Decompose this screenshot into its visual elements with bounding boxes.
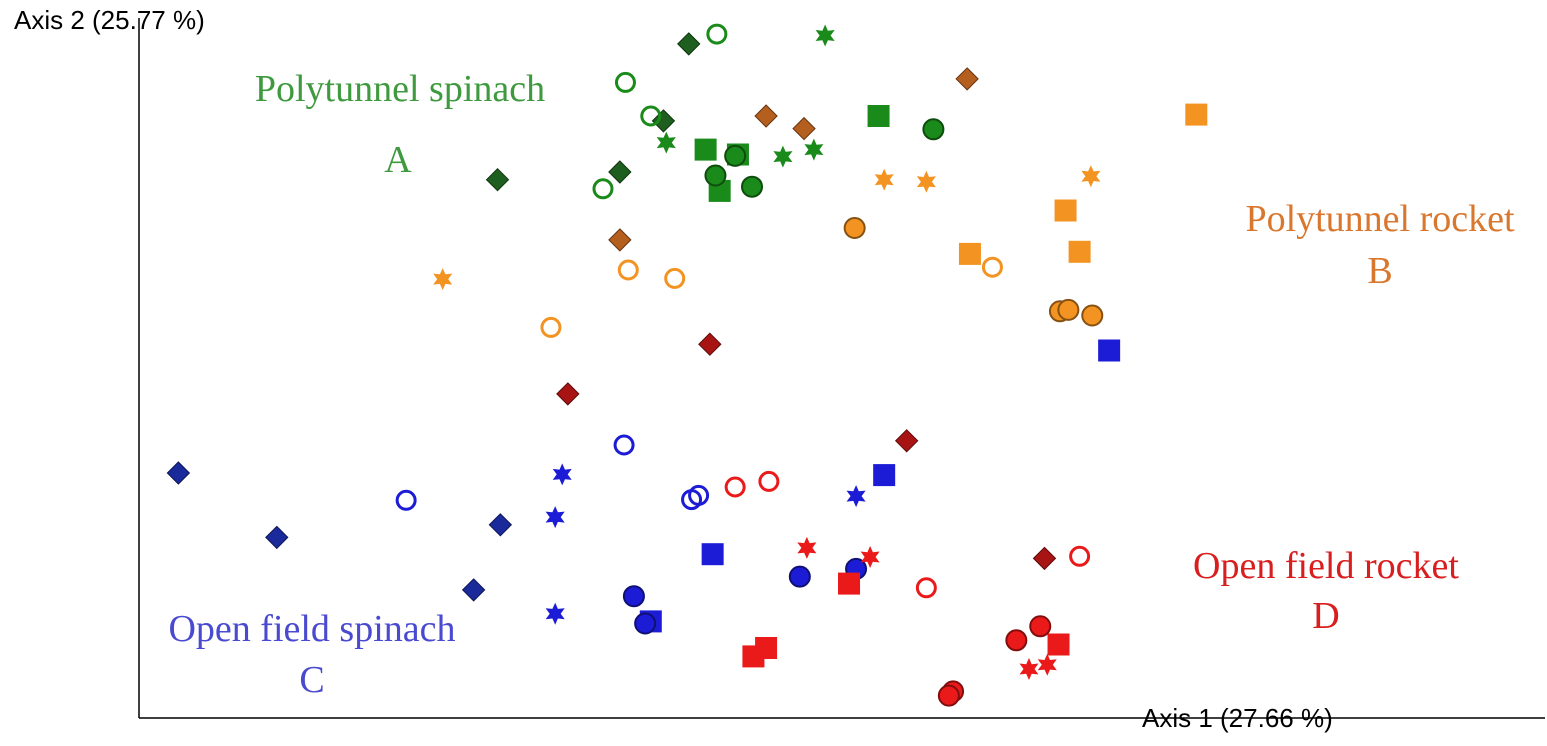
data-point-blue-ring bbox=[395, 489, 417, 511]
data-point-brown-diamond bbox=[955, 67, 979, 91]
group-label-c: Open field spinach C bbox=[168, 608, 455, 701]
x-axis-title: Axis 1 (27.66 %) bbox=[1142, 703, 1333, 733]
data-point-darkred-diamond bbox=[698, 332, 722, 356]
data-point-blue-square bbox=[701, 543, 724, 566]
data-point-red-star bbox=[1037, 653, 1057, 676]
data-point-green-ring bbox=[614, 71, 636, 93]
data-point-blue-square bbox=[1098, 339, 1121, 362]
data-point-darkred-diamond bbox=[894, 429, 919, 453]
group-label-letter: C bbox=[299, 659, 324, 701]
data-point-blue-circle bbox=[634, 612, 657, 635]
data-point-green-star bbox=[815, 24, 835, 47]
data-point-orange-square bbox=[958, 242, 981, 265]
data-point-green-ring bbox=[706, 23, 728, 45]
data-point-green-diamond bbox=[651, 109, 676, 133]
data-point-orange-star bbox=[874, 168, 894, 191]
data-point-green-diamond bbox=[485, 167, 510, 192]
data-point-green-star bbox=[804, 138, 824, 161]
data-point-red-star bbox=[1019, 658, 1039, 680]
data-point-orange-star bbox=[1081, 165, 1101, 188]
group-label-name: Polytunnel spinach bbox=[255, 68, 545, 110]
data-point-blue-star bbox=[846, 485, 866, 508]
data-point-green-star bbox=[773, 145, 793, 168]
data-point-orange-ring bbox=[664, 267, 686, 289]
data-point-darkblue-diamond bbox=[265, 525, 289, 550]
data-point-red-circle bbox=[937, 684, 960, 707]
data-point-blue-square bbox=[873, 464, 896, 487]
data-point-red-square bbox=[742, 645, 765, 668]
data-point-orange-square bbox=[1054, 199, 1077, 222]
data-point-orange-ring bbox=[981, 256, 1003, 278]
data-point-orange-star bbox=[916, 170, 936, 193]
group-label-letter: B bbox=[1367, 250, 1392, 292]
data-point-red-star bbox=[860, 546, 880, 568]
data-points bbox=[166, 23, 1208, 707]
data-point-red-ring bbox=[724, 476, 746, 498]
data-point-blue-ring bbox=[613, 434, 635, 456]
data-point-red-square bbox=[838, 572, 861, 595]
data-point-darkblue-diamond bbox=[166, 461, 191, 485]
data-point-orange-square bbox=[1185, 103, 1208, 126]
data-point-darkred-diamond bbox=[1032, 546, 1057, 571]
data-point-green-diamond bbox=[677, 32, 701, 56]
data-point-green-ring bbox=[592, 178, 614, 200]
data-point-green-diamond bbox=[608, 160, 632, 184]
data-point-orange-ring bbox=[617, 259, 639, 281]
data-point-red-ring bbox=[915, 577, 937, 599]
data-point-orange-star bbox=[433, 268, 453, 291]
data-point-orange-ring bbox=[540, 316, 562, 338]
group-label-a: Polytunnel spinach A bbox=[255, 68, 545, 181]
data-point-orange-circle bbox=[1057, 298, 1080, 321]
data-point-green-circle bbox=[704, 164, 727, 187]
data-point-green-circle bbox=[741, 175, 764, 198]
data-point-red-circle bbox=[1005, 629, 1028, 652]
y-axis-title: Axis 2 (25.77 %) bbox=[14, 5, 205, 35]
data-point-green-ring bbox=[640, 105, 662, 127]
data-point-blue-circle bbox=[622, 585, 645, 608]
group-label-name: Open field rocket bbox=[1193, 545, 1459, 587]
data-point-orange-circle bbox=[843, 217, 866, 239]
data-point-green-circle bbox=[922, 118, 945, 141]
group-label-d: Open field rocket D bbox=[1193, 545, 1459, 637]
group-label-letter: A bbox=[384, 139, 412, 181]
data-point-green-square bbox=[867, 105, 890, 127]
group-label-name: Open field spinach bbox=[168, 608, 455, 650]
data-point-red-star bbox=[797, 536, 817, 559]
data-point-green-square bbox=[694, 138, 717, 161]
data-point-blue-star bbox=[545, 602, 565, 625]
data-point-darkred-diamond bbox=[556, 382, 580, 406]
group-label-b: Polytunnel rocket B bbox=[1245, 198, 1515, 292]
data-point-orange-square bbox=[1068, 240, 1091, 263]
data-point-red-circle bbox=[1029, 615, 1052, 638]
group-label-letter: D bbox=[1312, 595, 1339, 637]
data-point-brown-diamond bbox=[754, 104, 778, 128]
data-point-darkblue-diamond bbox=[461, 578, 486, 602]
data-point-blue-star bbox=[545, 506, 565, 529]
data-point-green-circle bbox=[724, 144, 747, 167]
group-label-name: Polytunnel rocket bbox=[1245, 198, 1515, 240]
data-point-brown-diamond bbox=[792, 116, 816, 141]
data-point-darkblue-diamond bbox=[488, 513, 513, 537]
data-point-red-square bbox=[1047, 633, 1070, 656]
data-point-brown-diamond bbox=[608, 228, 632, 252]
data-point-green-star bbox=[656, 131, 676, 154]
data-point-blue-star bbox=[552, 463, 572, 486]
data-point-blue-circle bbox=[788, 565, 811, 588]
data-point-red-ring bbox=[1069, 545, 1091, 567]
data-point-orange-circle bbox=[1081, 304, 1104, 327]
data-point-blue-ring bbox=[681, 489, 703, 511]
data-point-red-ring bbox=[758, 470, 780, 492]
axes bbox=[138, 18, 1545, 719]
